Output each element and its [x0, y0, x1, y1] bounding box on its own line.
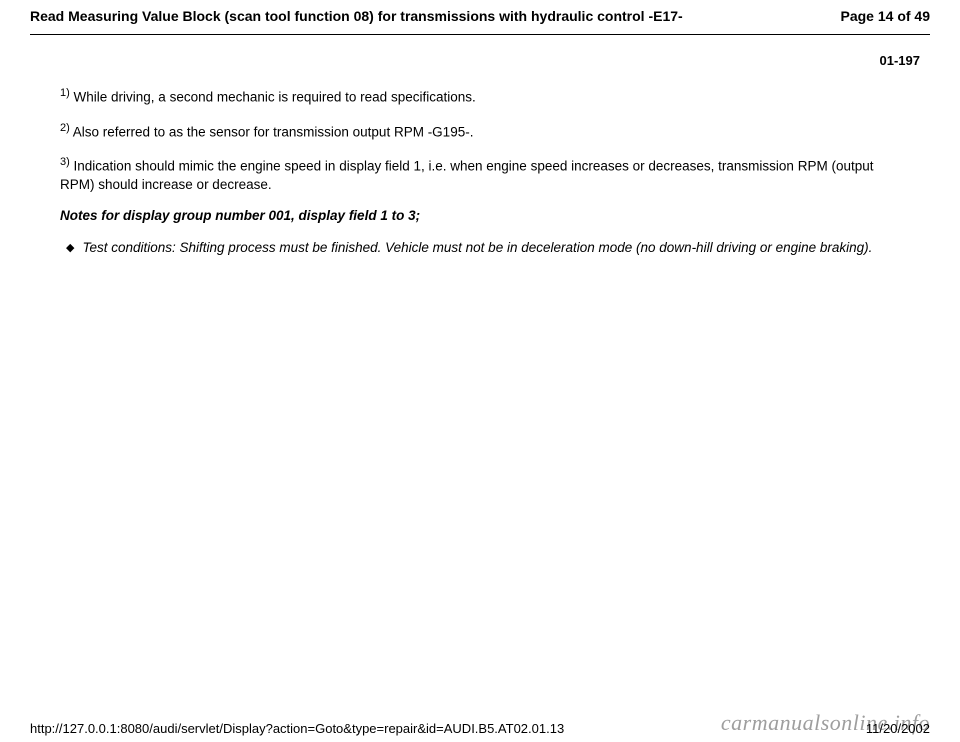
- footnote-1: 1) While driving, a second mechanic is r…: [60, 86, 920, 107]
- diamond-bullet-icon: ◆: [66, 241, 74, 256]
- footnote-3-marker: 3): [60, 156, 70, 168]
- bullet-item: ◆ Test conditions: Shifting process must…: [60, 239, 920, 257]
- footnote-2-text: Also referred to as the sensor for trans…: [70, 124, 474, 139]
- footnote-2: 2) Also referred to as the sensor for tr…: [60, 121, 920, 142]
- footnote-1-marker: 1): [60, 87, 70, 99]
- header-title: Read Measuring Value Block (scan tool fu…: [30, 8, 683, 24]
- footer-date: 11/20/2002: [866, 721, 930, 736]
- notes-heading: Notes for display group number 001, disp…: [60, 208, 920, 223]
- footnote-3: 3) Indication should mimic the engine sp…: [60, 155, 920, 194]
- header-row: Read Measuring Value Block (scan tool fu…: [0, 0, 960, 28]
- footer-row: http://127.0.0.1:8080/audi/servlet/Displ…: [0, 721, 960, 736]
- document-page: Read Measuring Value Block (scan tool fu…: [0, 0, 960, 742]
- page-code: 01-197: [0, 35, 960, 68]
- footnote-2-marker: 2): [60, 122, 70, 134]
- content-area: 1) While driving, a second mechanic is r…: [0, 68, 960, 258]
- footnote-3-text: Indication should mimic the engine speed…: [60, 159, 873, 192]
- header-page-label: Page 14 of 49: [841, 8, 931, 24]
- footnote-1-text: While driving, a second mechanic is requ…: [70, 90, 476, 105]
- footer-url: http://127.0.0.1:8080/audi/servlet/Displ…: [30, 721, 564, 736]
- bullet-text: Test conditions: Shifting process must b…: [82, 239, 872, 257]
